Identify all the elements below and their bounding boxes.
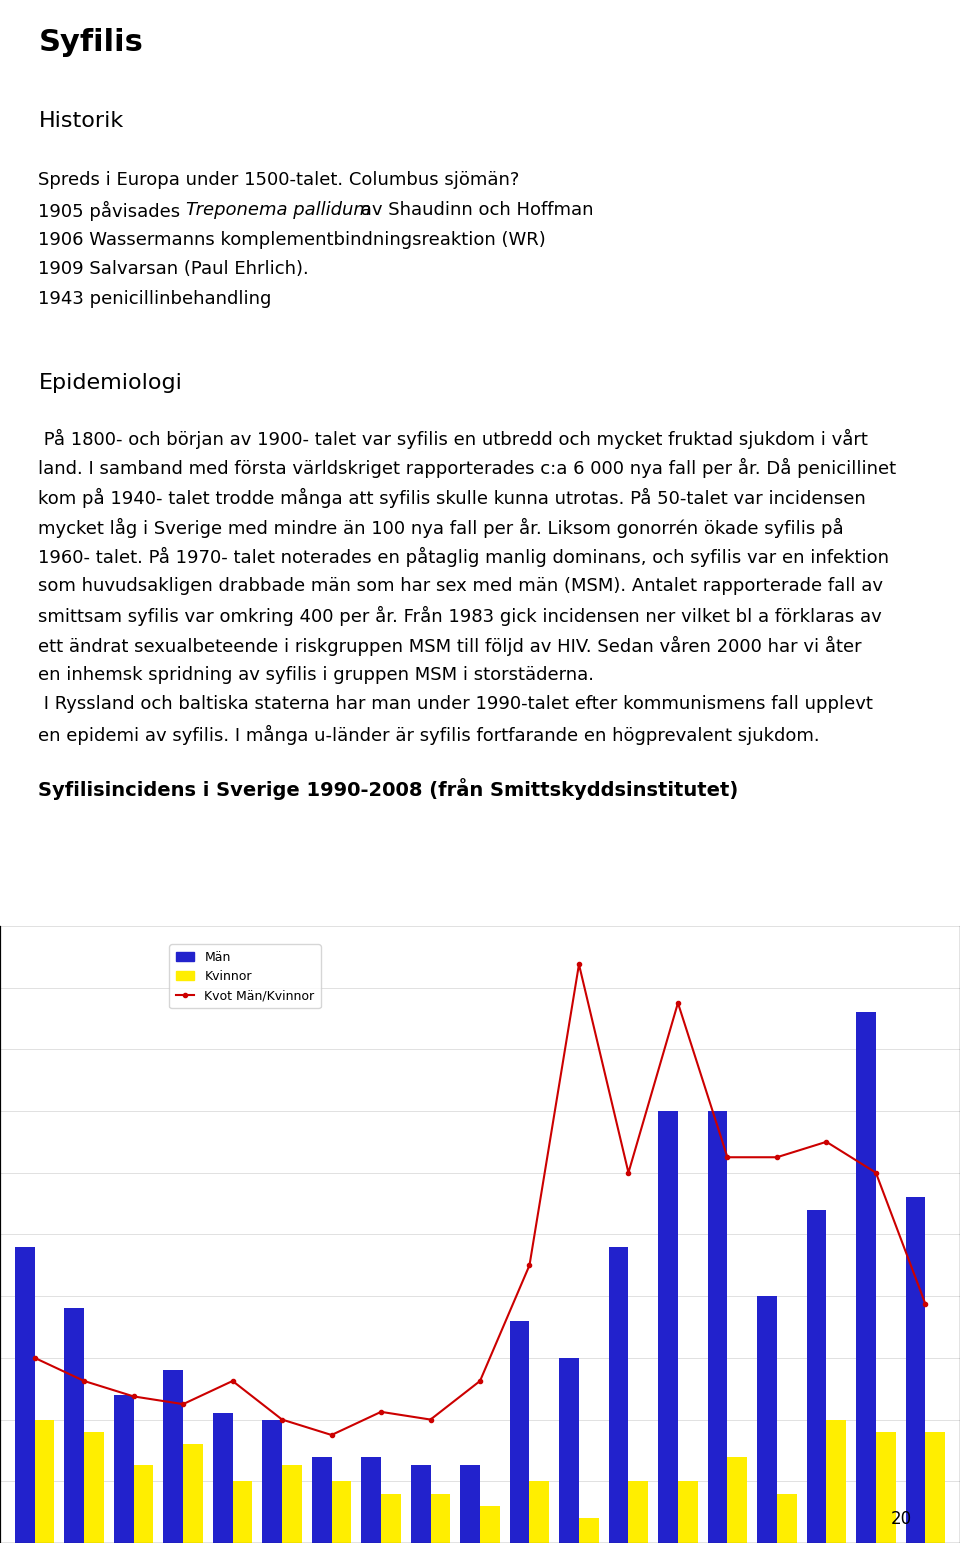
Text: 1905 påvisades: 1905 påvisades [38, 201, 186, 221]
Bar [163, 1370, 183, 1543]
Bar [708, 1111, 728, 1543]
Text: Historik: Historik [38, 111, 124, 131]
Kvot Män/Kvinnor [227, 1372, 238, 1390]
Legend: Män, Kvinnor, Kvot Män/Kvinnor: Män, Kvinnor, Kvot Män/Kvinnor [170, 944, 321, 1009]
Text: kom på 1940- talet trodde många att syfilis skulle kunna utrotas. På 50-talet va: kom på 1940- talet trodde många att syfi… [38, 488, 866, 508]
Kvot Män/Kvinnor [623, 1163, 635, 1182]
Text: Spreds i Europa under 1500-talet. Columbus sjömän?: Spreds i Europa under 1500-talet. Columb… [38, 171, 519, 190]
Line: Kvot Män/Kvinnor: Kvot Män/Kvinnor [33, 963, 927, 1437]
Text: 1960- talet. På 1970- talet noterades en påtaglig manlig dominans, och syfilis v: 1960- talet. På 1970- talet noterades en… [38, 548, 889, 568]
Bar [282, 1466, 301, 1543]
Bar [262, 1420, 282, 1543]
Bar [480, 1506, 500, 1543]
Text: Syfilisincidens i Sverige 1990-2008 (från Smittskyddsinstitutet): Syfilisincidens i Sverige 1990-2008 (frå… [38, 778, 738, 799]
Text: Syfilis: Syfilis [38, 28, 143, 57]
Kvot Män/Kvinnor [821, 1133, 832, 1151]
Bar [35, 1420, 55, 1543]
Bar [64, 1308, 84, 1543]
Bar [777, 1494, 797, 1543]
Bar [430, 1494, 450, 1543]
Text: mycket låg i Sverige med mindre än 100 nya fall per år. Liksom gonorrén ökade sy: mycket låg i Sverige med mindre än 100 n… [38, 517, 844, 537]
Text: av Shaudinn och Hoffman: av Shaudinn och Hoffman [355, 201, 593, 219]
Bar [510, 1321, 530, 1543]
Kvot Män/Kvinnor [524, 1256, 536, 1275]
Text: Treponema pallidum: Treponema pallidum [186, 201, 372, 219]
Bar [905, 1197, 925, 1543]
Text: ett ändrat sexualbeteende i riskgruppen MSM till följd av HIV. Sedan våren 2000 : ett ändrat sexualbeteende i riskgruppen … [38, 636, 862, 656]
Bar [331, 1481, 351, 1543]
Text: I Ryssland och baltiska staterna har man under 1990-talet efter kommunismens fal: I Ryssland och baltiska staterna har man… [38, 696, 874, 713]
Bar [530, 1481, 549, 1543]
Text: 1906 Wassermanns komplementbindningsreaktion (WR): 1906 Wassermanns komplementbindningsreak… [38, 230, 546, 248]
Bar [659, 1111, 678, 1543]
Kvot Män/Kvinnor [325, 1426, 337, 1444]
Text: land. I samband med första världskriget rapporterades c:a 6 000 nya fall per år.: land. I samband med första världskriget … [38, 458, 897, 478]
Bar [876, 1432, 896, 1543]
Kvot Män/Kvinnor [424, 1410, 436, 1429]
Bar [361, 1457, 381, 1543]
Bar [133, 1466, 154, 1543]
Bar [411, 1466, 430, 1543]
Text: 1943 penicillinbehandling: 1943 penicillinbehandling [38, 290, 272, 307]
Kvot Män/Kvinnor [722, 1148, 733, 1167]
Bar [381, 1494, 401, 1543]
Bar [213, 1413, 232, 1543]
Text: Epidemiologi: Epidemiologi [38, 373, 182, 393]
Bar [84, 1432, 104, 1543]
Bar [678, 1481, 698, 1543]
Bar [806, 1210, 827, 1543]
Bar [579, 1518, 599, 1543]
Text: 20: 20 [891, 1509, 912, 1528]
Bar [312, 1457, 331, 1543]
Kvot Män/Kvinnor [672, 994, 684, 1012]
Text: smittsam syfilis var omkring 400 per år. Från 1983 gick incidensen ner vilket bl: smittsam syfilis var omkring 400 per år.… [38, 606, 882, 626]
Bar [114, 1395, 133, 1543]
Kvot Män/Kvinnor [870, 1163, 881, 1182]
Kvot Män/Kvinnor [79, 1372, 90, 1390]
Bar [609, 1247, 629, 1543]
Kvot Män/Kvinnor [128, 1387, 139, 1406]
Kvot Män/Kvinnor [276, 1410, 288, 1429]
Bar [629, 1481, 648, 1543]
Kvot Män/Kvinnor [920, 1295, 931, 1313]
Kvot Män/Kvinnor [771, 1148, 782, 1167]
Kvot Män/Kvinnor [573, 955, 585, 974]
Text: 1909 Salvarsan (Paul Ehrlich).: 1909 Salvarsan (Paul Ehrlich). [38, 261, 309, 278]
Kvot Män/Kvinnor [375, 1403, 387, 1421]
Bar [728, 1457, 747, 1543]
Bar [14, 1247, 35, 1543]
Text: På 1800- och början av 1900- talet var syfilis en utbredd och mycket fruktad sju: På 1800- och början av 1900- talet var s… [38, 429, 868, 449]
Kvot Män/Kvinnor [178, 1395, 189, 1413]
Kvot Män/Kvinnor [474, 1372, 486, 1390]
Kvot Män/Kvinnor [29, 1349, 40, 1367]
Bar [856, 1012, 876, 1543]
Text: en inhemsk spridning av syfilis i gruppen MSM i storstäderna.: en inhemsk spridning av syfilis i gruppe… [38, 665, 594, 684]
Bar [827, 1420, 846, 1543]
Bar [757, 1296, 777, 1543]
Bar [460, 1466, 480, 1543]
Bar [559, 1358, 579, 1543]
Bar [232, 1481, 252, 1543]
Text: som huvudsakligen drabbade män som har sex med män (MSM). Antalet rapporterade f: som huvudsakligen drabbade män som har s… [38, 577, 883, 594]
Bar [183, 1444, 203, 1543]
Bar [925, 1432, 946, 1543]
Text: en epidemi av syfilis. I många u-länder är syfilis fortfarande en högprevalent s: en epidemi av syfilis. I många u-länder … [38, 725, 820, 745]
